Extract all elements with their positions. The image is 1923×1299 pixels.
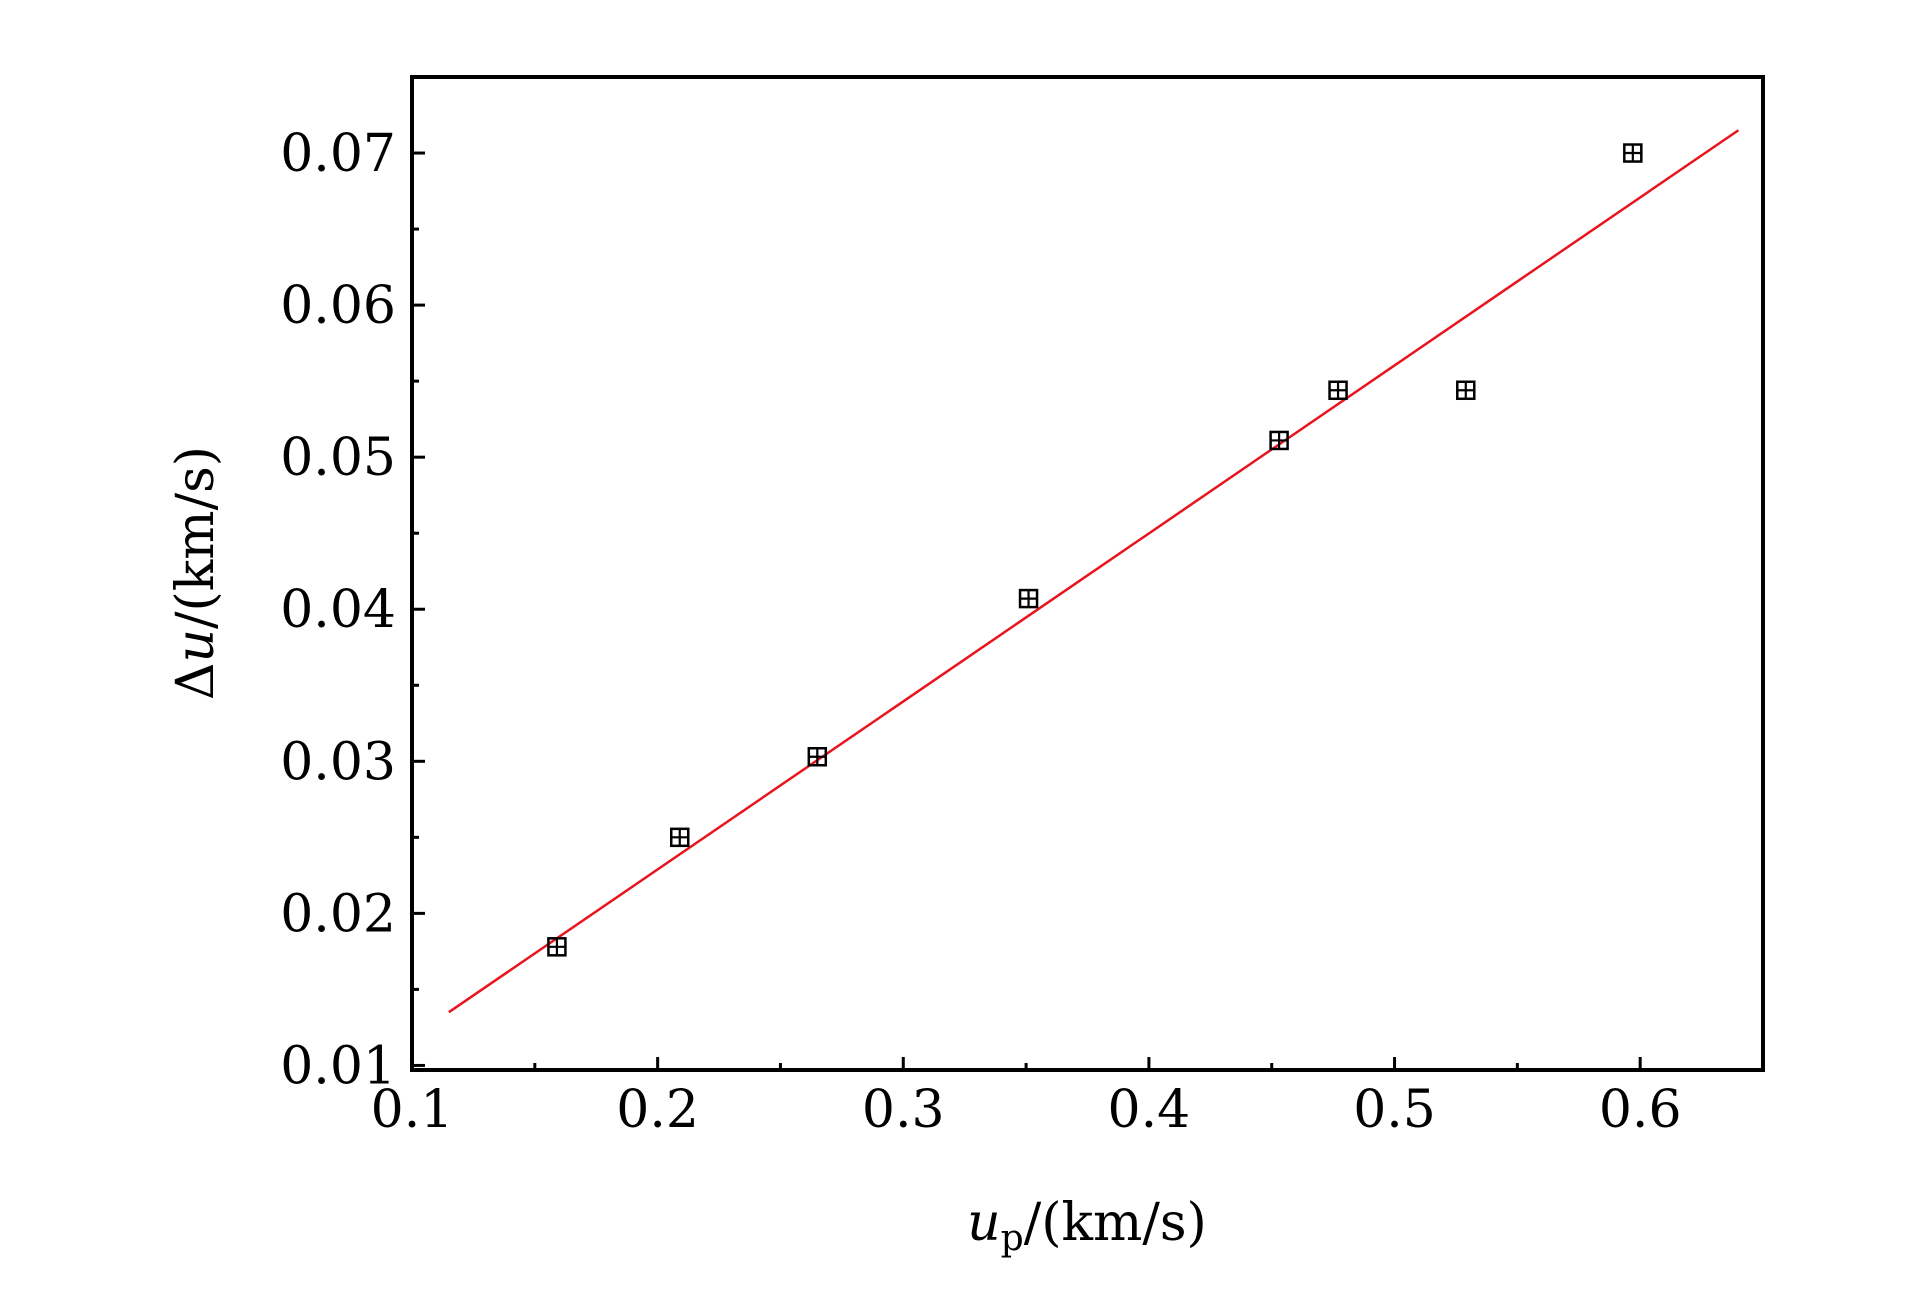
data-point [1623, 143, 1643, 163]
x-tick-label: 0.2 [616, 1080, 699, 1140]
y-axis: 0.01 0.02 0.03 0.04 0.05 0.06 0.07 [280, 124, 425, 1096]
y-tick-label: 0.04 [280, 580, 396, 640]
y-axis-title: Δu/(km/s) [166, 446, 226, 700]
x-tick-label: 0.5 [1353, 1080, 1436, 1140]
y-tick-label: 0.03 [280, 732, 396, 792]
data-point [1269, 430, 1289, 451]
data-point [1328, 380, 1348, 401]
data-point [547, 937, 567, 957]
y-tick-label: 0.02 [280, 884, 396, 944]
y-tick-label: 0.01 [280, 1036, 396, 1096]
data-point [1456, 380, 1476, 401]
data-point [1018, 588, 1039, 609]
y-tick-label: 0.05 [280, 428, 396, 488]
x-tick-label: 0.1 [371, 1080, 454, 1140]
x-tick-label: 0.4 [1108, 1080, 1191, 1140]
plot-frame [410, 75, 1765, 1072]
x-axis-title: up/(km/s) [967, 1193, 1207, 1259]
fit-line [448, 129, 1740, 1014]
x-axis: 0.1 0.2 0.3 0.4 0.5 0.6 [371, 1057, 1682, 1140]
y-tick-label: 0.06 [280, 276, 396, 336]
fit-line-layer [448, 129, 1740, 1014]
data-points [547, 143, 1643, 957]
y-tick-label: 0.07 [280, 124, 396, 184]
x-tick-label: 0.3 [862, 1080, 945, 1140]
data-point [807, 746, 828, 767]
x-tick-label: 0.6 [1599, 1080, 1682, 1140]
data-point [669, 827, 690, 848]
